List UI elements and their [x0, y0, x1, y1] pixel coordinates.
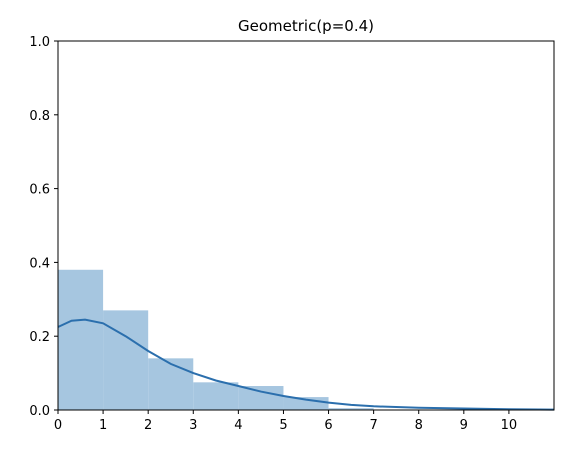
plot-frame: [57, 40, 555, 411]
x-tick-label: 2: [144, 418, 152, 433]
y-tick-label: 0.8: [29, 109, 50, 124]
histogram-bar: [103, 310, 149, 410]
x-tick-label: 9: [460, 418, 468, 433]
x-tick-label: 6: [324, 418, 332, 433]
y-tick-label: 0.6: [29, 183, 50, 198]
histogram-bar: [58, 269, 104, 410]
histogram-bar: [148, 358, 194, 410]
x-tick-label: 10: [501, 418, 518, 433]
plot-area: [57, 40, 555, 411]
y-tick-label: 0.0: [29, 404, 50, 419]
x-tick-label: 7: [369, 418, 377, 433]
x-tick-label: 3: [189, 418, 197, 433]
histogram-bar: [328, 408, 374, 410]
chart-title: Geometric(p=0.4): [238, 17, 374, 35]
y-tick-label: 0.2: [29, 330, 50, 345]
x-axis: 0 1 2 3 4 5 6 7 8 9 10: [54, 410, 517, 433]
y-axis: 0.0 0.2 0.4 0.6 0.8 1.0: [29, 35, 58, 419]
histogram-bar: [238, 386, 284, 410]
histogram-bar: [193, 382, 239, 410]
y-tick-label: 0.4: [29, 256, 50, 271]
x-tick-label: 4: [234, 418, 242, 433]
x-tick-label: 1: [99, 418, 107, 433]
density-curve-line: [57, 318, 555, 411]
x-tick-label: 0: [54, 418, 62, 433]
y-tick-label: 1.0: [29, 35, 50, 50]
x-tick-label: 5: [279, 418, 287, 433]
x-tick-label: 8: [415, 418, 423, 433]
